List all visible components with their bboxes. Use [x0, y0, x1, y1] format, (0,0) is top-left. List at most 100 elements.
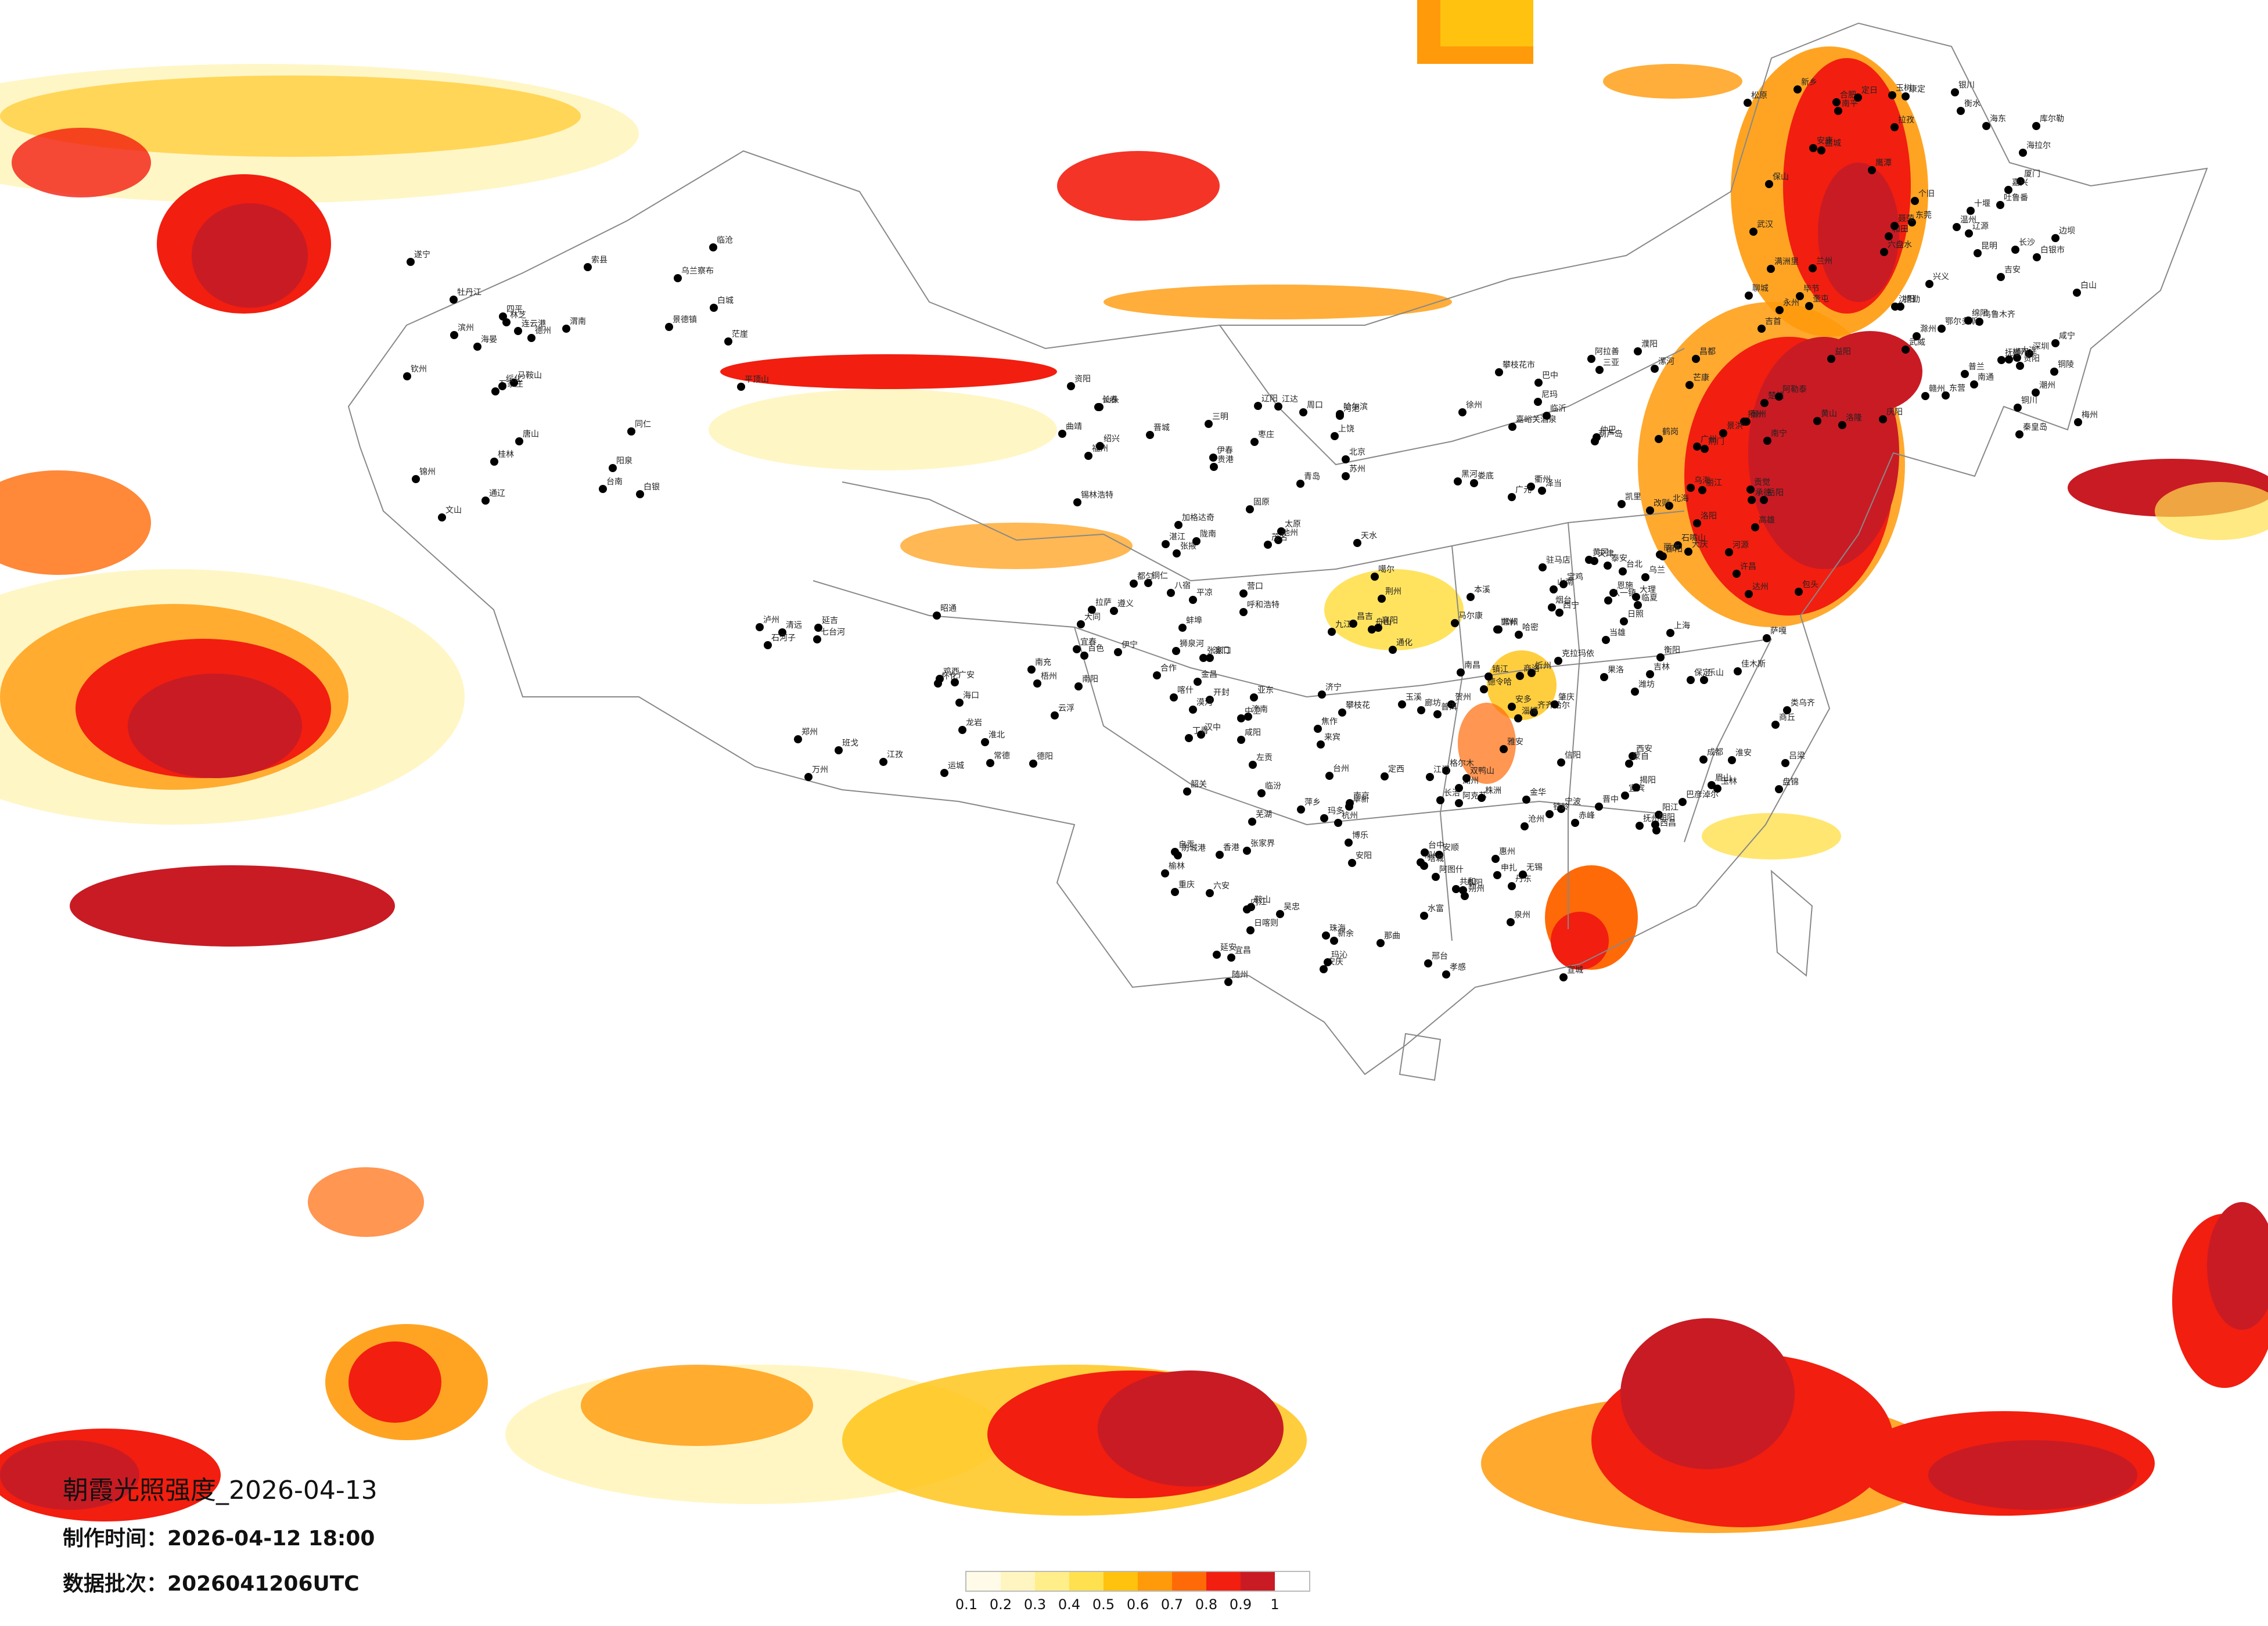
city-dot [1073, 645, 1081, 653]
city-dot [2032, 122, 2040, 130]
production-time-label: 制作时间： [63, 1527, 168, 1551]
city-dot [1951, 88, 1959, 96]
city-label: 广州 [1701, 435, 1717, 444]
city-marker: 万州 [804, 765, 828, 781]
city-dot [1699, 756, 1708, 764]
city-dot [1161, 869, 1169, 877]
city-label: 芜湖 [1256, 810, 1272, 819]
city-dot [1543, 412, 1551, 420]
city-marker: 长春 [1094, 395, 1118, 411]
city-dot [1027, 665, 1036, 674]
legend-tick-label: 0.5 [1092, 1596, 1115, 1613]
city-dot [2004, 186, 2012, 194]
city-label: 江达 [1282, 395, 1298, 404]
city-marker: 德州 [527, 326, 551, 342]
city-dot [955, 699, 964, 707]
city-marker: 台南 [599, 477, 623, 493]
city-label: 石嘴山 [1681, 534, 1706, 543]
city-label: 上海 [1674, 621, 1690, 631]
city-dot [1508, 703, 1516, 711]
city-label: 云浮 [1058, 704, 1074, 713]
city-dot [1600, 673, 1608, 681]
city-marker: 阳泉 [609, 456, 632, 472]
city-dot [1197, 731, 1205, 739]
city-marker: 仲巴 [1593, 426, 1616, 441]
city-marker: 周口 [1299, 401, 1323, 416]
map-title: 朝霞光照强度_2026-04-13 [63, 1476, 378, 1505]
city-marker: 塔城 [1420, 854, 1444, 870]
city-dot [1781, 759, 1789, 767]
city-marker: 吐鲁番 [1996, 193, 2028, 209]
city-marker: 克拉玛依 [1554, 649, 1594, 665]
city-dot [1194, 678, 1202, 686]
city-label: 郴州 [2012, 348, 2029, 357]
city-marker: 太原 [1277, 520, 1301, 535]
city-marker: 忻州 [1527, 661, 1551, 677]
city-label: 通辽 [489, 489, 505, 498]
city-marker: 昆明 [1974, 242, 1997, 257]
city-dot [1646, 506, 1654, 515]
city-label: 包头 [1802, 580, 1818, 589]
city-dot [1216, 851, 1224, 859]
city-dot [1674, 541, 1682, 549]
city-marker: 大连 [2013, 346, 2037, 362]
city-marker: 南充 [1027, 658, 1051, 674]
city-dot [1342, 472, 1350, 480]
city-marker: 玛沁 [1324, 951, 1347, 966]
city-dot [1538, 487, 1546, 495]
city-label: 庆阳 [1886, 408, 1903, 417]
city-dot [1760, 399, 1769, 407]
city-marker: 海口 [955, 691, 979, 707]
city-marker: 沧州 [1521, 814, 1544, 830]
city-label: 康定 [1909, 84, 1925, 94]
city-dot [2051, 234, 2059, 242]
city-label: 乌海 [1694, 476, 1710, 485]
city-marker: 聊城 [1745, 284, 1769, 300]
city-dot [1172, 647, 1180, 655]
city-label: 伊春 [1217, 446, 1233, 455]
city-dot [1751, 523, 1759, 531]
city-marker: 临沂 [1543, 404, 1566, 420]
city-label: 陇南 [1200, 530, 1216, 539]
city-dot [1206, 889, 1214, 897]
city-marker: 邢台 [1424, 952, 1448, 967]
city-marker: 信阳 [1557, 751, 1581, 767]
city-marker: 保定 [1687, 668, 1710, 684]
city-dot [1957, 107, 1965, 115]
city-dot [1371, 573, 1379, 581]
city-label: 哈尔滨 [1343, 402, 1368, 412]
city-marker: 南平 [1834, 99, 1858, 115]
legend-tick-label: 0.4 [1058, 1596, 1081, 1613]
city-label: 宜春 [1080, 638, 1097, 647]
city-dot [1348, 859, 1356, 867]
city-label: 开封 [1213, 688, 1230, 697]
city-dot [1795, 588, 1803, 596]
city-marker: 洛隆 [1838, 413, 1862, 429]
city-dot [1687, 484, 1695, 492]
city-label: 延吉 [822, 616, 838, 625]
city-marker: 淮北 [981, 731, 1005, 746]
city-marker: 白银 [636, 483, 660, 498]
city-marker: 黄冈 [1585, 548, 1609, 564]
legend-tick-label: 0.1 [955, 1596, 978, 1613]
city-dot [1890, 123, 1899, 131]
city-label: 临沧 [717, 235, 733, 245]
city-dot [2016, 362, 2024, 370]
city-label: 信阳 [1565, 751, 1581, 760]
city-label: 承德 [1755, 488, 1771, 498]
city-marker: 巴中 [1534, 371, 1558, 387]
city-dot [403, 372, 411, 380]
city-marker: 梅州 [2074, 411, 2098, 426]
city-dot [1244, 713, 1252, 721]
city-label: 合作 [1160, 664, 1177, 673]
city-marker: 常德 [986, 751, 1010, 767]
city-marker: 安顺 [1435, 843, 1459, 859]
city-label: 衡阳 [1664, 646, 1680, 655]
city-marker: 朔州 [1461, 884, 1485, 900]
city-marker: 广安 [951, 671, 975, 686]
city-dot [1625, 760, 1633, 768]
city-dot [2032, 388, 2040, 397]
city-dot [1708, 781, 1716, 789]
city-label: 拉萨 [1095, 598, 1112, 607]
city-dot [1763, 437, 1771, 445]
